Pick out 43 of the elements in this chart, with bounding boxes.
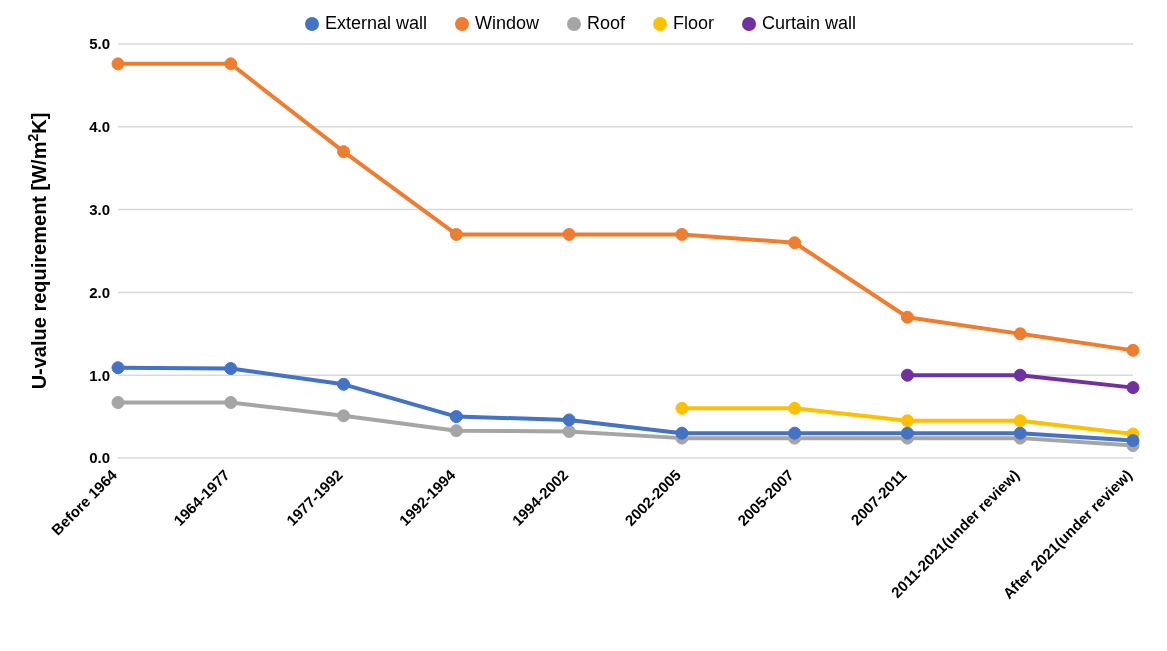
point — [900, 426, 914, 440]
point — [675, 227, 689, 241]
point — [337, 145, 351, 159]
point — [449, 227, 463, 241]
point — [1013, 414, 1027, 428]
point — [1126, 343, 1140, 357]
point — [1013, 426, 1027, 440]
legend-label: Curtain wall — [762, 13, 857, 34]
legend-label: External wall — [324, 13, 427, 34]
point — [111, 361, 125, 375]
point — [224, 57, 238, 71]
point — [1126, 381, 1140, 395]
point — [900, 310, 914, 324]
point — [900, 414, 914, 428]
point — [224, 362, 238, 376]
point — [1126, 434, 1140, 448]
point — [675, 426, 689, 440]
y-tick-label: 1.0 — [89, 366, 110, 384]
point — [1013, 327, 1027, 341]
legend-label: Window — [474, 13, 539, 34]
point — [788, 236, 802, 250]
legend-label: Roof — [586, 13, 626, 34]
point — [337, 377, 351, 391]
point — [1013, 368, 1027, 382]
point — [562, 413, 576, 427]
point — [449, 424, 463, 438]
point — [788, 426, 802, 440]
y-tick-label: 3.0 — [89, 200, 110, 218]
y-tick-label: 5.0 — [89, 35, 110, 53]
point — [111, 57, 125, 71]
y-tick-label: 4.0 — [89, 118, 110, 136]
legend-label: Floor — [673, 13, 715, 34]
point — [675, 401, 689, 415]
point — [562, 425, 576, 438]
point — [337, 409, 351, 423]
point — [111, 396, 125, 410]
point — [788, 401, 802, 415]
point — [224, 396, 238, 410]
y-tick-label: 0.0 — [89, 449, 110, 467]
point — [562, 227, 576, 241]
point — [900, 368, 914, 382]
point — [449, 410, 463, 424]
y-tick-label: 2.0 — [89, 283, 110, 301]
